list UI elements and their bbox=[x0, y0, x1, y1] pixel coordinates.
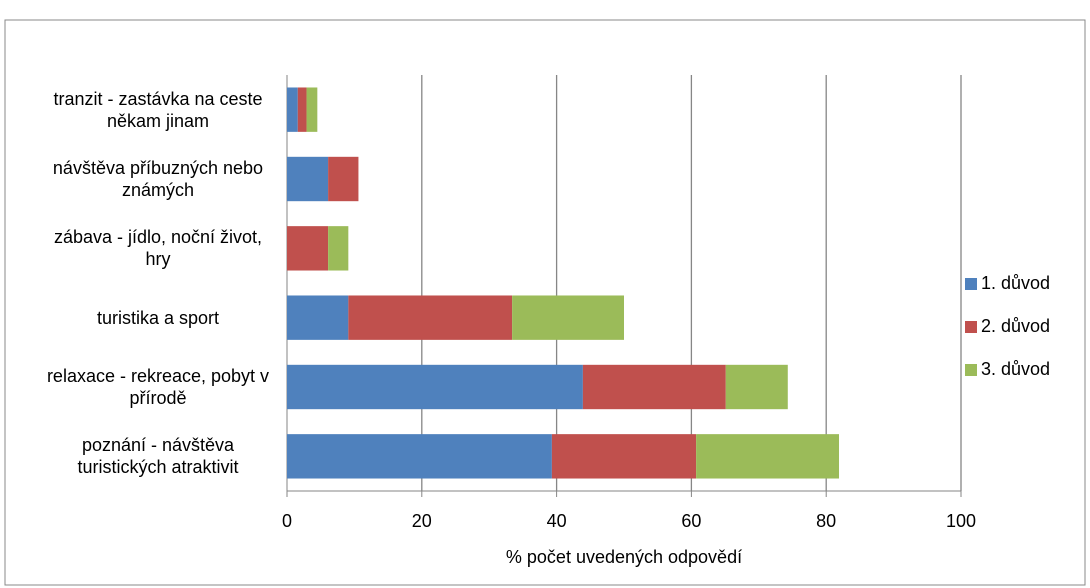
x-tick-label: 20 bbox=[412, 511, 432, 531]
legend-label: 1. důvod bbox=[981, 273, 1050, 293]
legend-swatch bbox=[965, 278, 977, 290]
bar-segment bbox=[348, 295, 513, 340]
bar-segment bbox=[287, 156, 329, 202]
bar-segment bbox=[725, 364, 788, 410]
bar-segment bbox=[287, 434, 552, 479]
bar-segment bbox=[696, 434, 840, 479]
x-axis-title: % počet uvedených odpovědí bbox=[506, 547, 742, 567]
y-tick-label: návštěva příbuzných nebo známých bbox=[52, 158, 264, 200]
x-tick-label: 0 bbox=[282, 511, 292, 531]
x-tick-label: 100 bbox=[946, 511, 976, 531]
y-tick-label: turistika a sport bbox=[96, 307, 220, 328]
x-tick-label: 80 bbox=[816, 511, 836, 531]
x-tick-label: 60 bbox=[681, 511, 701, 531]
bar-segment bbox=[287, 364, 583, 410]
y-tick-label: tranzit - zastávka na ceste někam jinam bbox=[53, 88, 263, 131]
legend-label: 3. důvod bbox=[981, 359, 1050, 379]
bar-segment bbox=[551, 434, 697, 479]
legend-swatch bbox=[965, 364, 977, 376]
chart-border bbox=[4, 19, 1086, 586]
bar-segment bbox=[328, 226, 349, 271]
x-tick-label: 40 bbox=[547, 511, 567, 531]
y-tick-label: relaxace - rekreace, pobyt v přírodě bbox=[46, 366, 270, 408]
bar-segment bbox=[328, 156, 359, 202]
legend-label: 2. důvod bbox=[981, 316, 1050, 336]
y-tick-label: poznání - návštěva turistických atraktiv… bbox=[77, 435, 239, 478]
bar-segment bbox=[582, 364, 726, 410]
legend-swatch bbox=[965, 321, 977, 333]
bar-segment bbox=[297, 87, 307, 132]
bar-segment bbox=[306, 87, 318, 132]
y-tick-label: zábava - jídlo, noční život, hry bbox=[53, 227, 263, 270]
bar-segment bbox=[287, 226, 329, 271]
bar-segment bbox=[287, 87, 298, 132]
bar-segment bbox=[287, 295, 349, 340]
bar-segment bbox=[512, 295, 624, 340]
